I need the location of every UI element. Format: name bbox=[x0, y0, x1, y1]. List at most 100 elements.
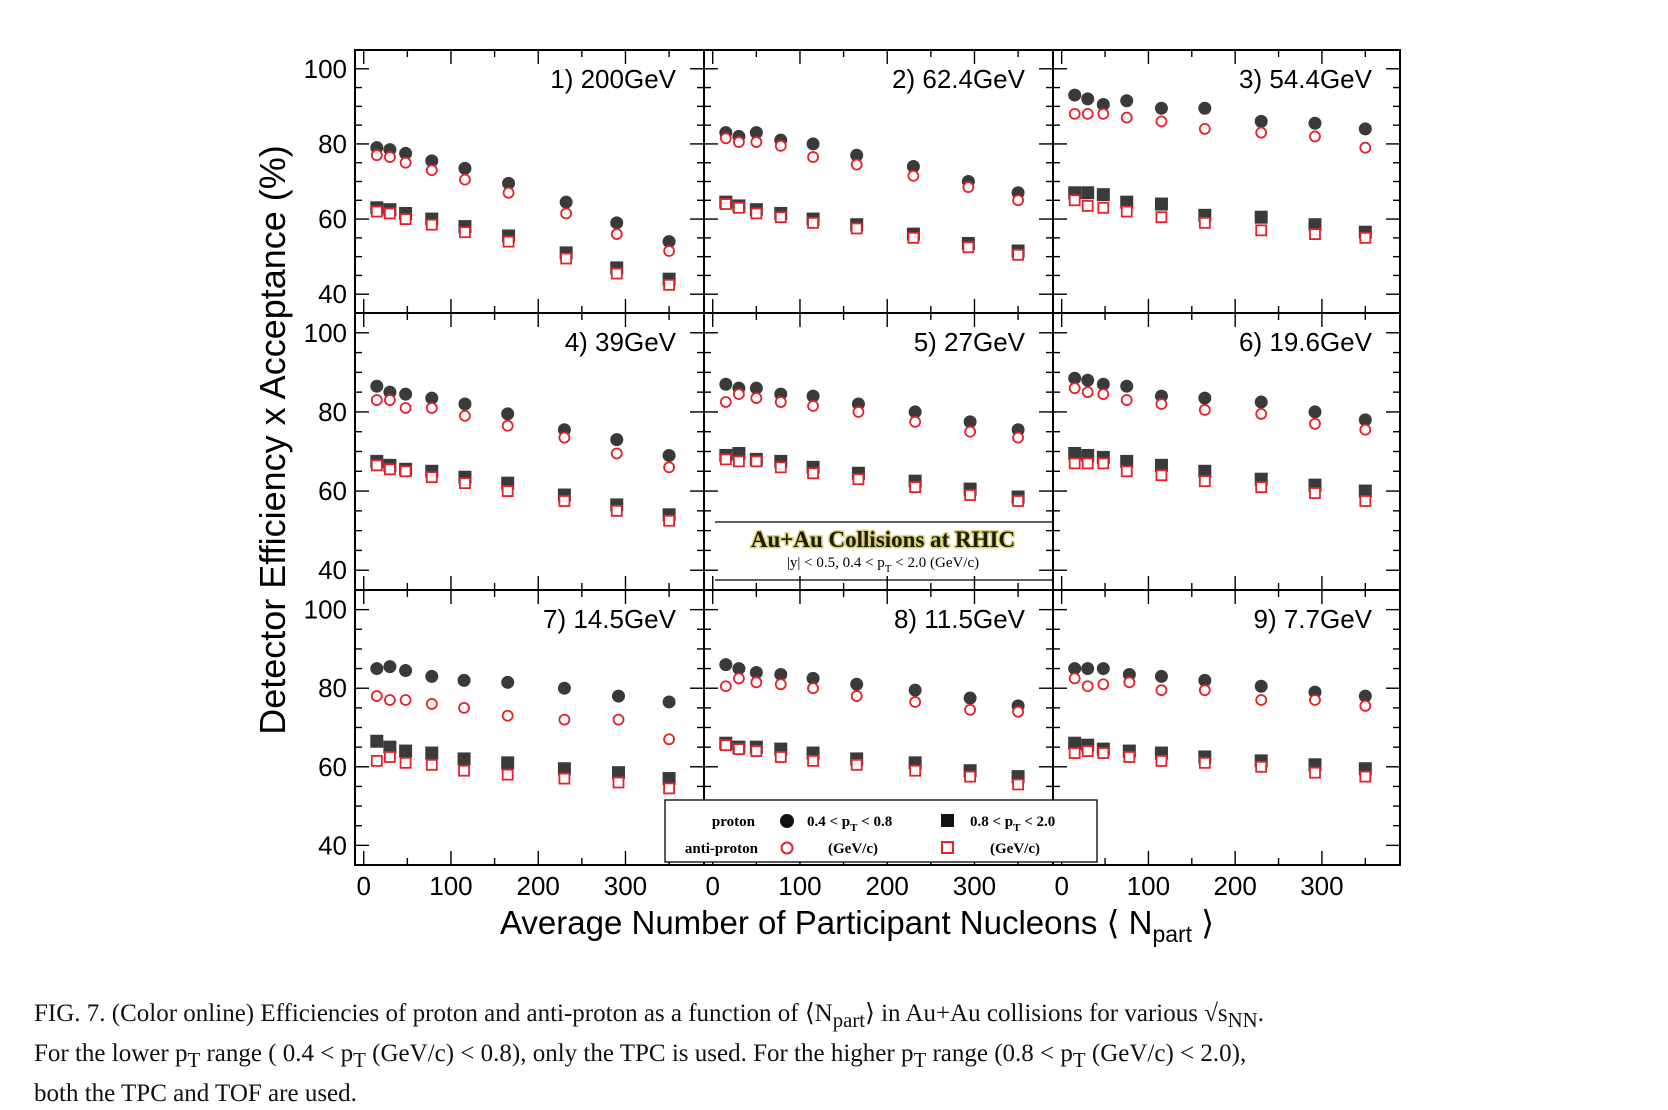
marker-antiproton-high bbox=[383, 751, 396, 763]
marker-antiproton-high bbox=[1309, 487, 1321, 499]
x-tick-label: 200 bbox=[866, 871, 909, 901]
panel-1: 40 60 80 100 1) 200GeV bbox=[304, 49, 705, 314]
marker-antiproton-low bbox=[383, 694, 396, 706]
marker-proton-low bbox=[1120, 94, 1134, 108]
marker-antiproton-high bbox=[733, 743, 745, 756]
y-tick-label: 60 bbox=[318, 476, 347, 506]
marker-antiproton-low bbox=[558, 431, 571, 444]
marker-proton-low bbox=[908, 405, 922, 419]
marker-proton-low bbox=[1068, 88, 1082, 102]
marker-antiproton-low bbox=[719, 680, 732, 693]
marker-antiproton-high bbox=[774, 751, 787, 763]
marker-antiproton-high bbox=[1097, 747, 1110, 759]
legend-label-proton: proton bbox=[712, 814, 756, 830]
marker-antiproton-high bbox=[425, 758, 438, 771]
y-axis-title: Detector Efficiency x Acceptance (%) bbox=[252, 145, 293, 735]
banner-title: Au+Au Collisions at RHIC bbox=[751, 527, 1015, 552]
marker-antiproton-high bbox=[1198, 216, 1211, 229]
marker-antiproton-low bbox=[1309, 694, 1321, 706]
marker-antiproton-low bbox=[663, 733, 675, 746]
marker-antiproton-low bbox=[962, 181, 975, 194]
marker-antiproton-high bbox=[1359, 770, 1372, 783]
marker-antiproton-high bbox=[610, 267, 623, 280]
marker-proton-low bbox=[774, 667, 788, 681]
marker-antiproton-high bbox=[501, 485, 514, 497]
marker-proton-low bbox=[908, 683, 922, 697]
panel-label: 7) 14.5GeV bbox=[543, 604, 677, 634]
marker-antiproton-low bbox=[750, 136, 763, 148]
marker-proton-low bbox=[425, 391, 439, 405]
marker-antiproton-high bbox=[459, 477, 471, 490]
marker-proton-high bbox=[1154, 197, 1168, 211]
marker-antiproton-low bbox=[1068, 107, 1081, 120]
marker-antiproton-high bbox=[1255, 224, 1268, 237]
marker-proton-low bbox=[399, 146, 413, 160]
marker-antiproton-high bbox=[1120, 465, 1133, 478]
legend-marker-antiproton-low bbox=[780, 841, 794, 855]
marker-antiproton-low bbox=[610, 447, 623, 460]
marker-antiproton-high bbox=[1081, 457, 1094, 470]
marker-antiproton-high bbox=[1309, 766, 1321, 779]
marker-antiproton-low bbox=[852, 406, 865, 418]
marker-proton-low bbox=[662, 235, 676, 249]
marker-proton-low bbox=[749, 381, 763, 395]
marker-proton-low bbox=[749, 126, 763, 140]
marker-proton-low bbox=[1358, 689, 1372, 703]
marker-antiproton-low bbox=[399, 402, 412, 414]
marker-antiproton-low bbox=[719, 396, 732, 408]
marker-antiproton-high bbox=[610, 504, 623, 517]
y-tick-label: 80 bbox=[318, 129, 347, 159]
marker-antiproton-low bbox=[1198, 684, 1211, 697]
marker-proton-low bbox=[370, 662, 384, 676]
marker-antiproton-low bbox=[733, 388, 745, 401]
marker-antiproton-high bbox=[774, 211, 787, 224]
marker-antiproton-low bbox=[807, 400, 819, 412]
y-tick-label: 80 bbox=[318, 397, 347, 427]
marker-antiproton-low bbox=[1309, 417, 1321, 430]
marker-proton-low bbox=[399, 664, 413, 678]
marker-antiproton-high bbox=[425, 218, 438, 231]
marker-antiproton-high bbox=[458, 764, 470, 777]
marker-antiproton-low bbox=[501, 709, 514, 722]
marker-antiproton-high bbox=[907, 231, 920, 244]
marker-proton-high bbox=[425, 746, 439, 760]
y-tick-label: 40 bbox=[318, 555, 347, 585]
marker-proton-high bbox=[557, 762, 571, 776]
marker-antiproton-high bbox=[370, 754, 383, 767]
marker-antiproton-high bbox=[719, 198, 732, 210]
marker-proton-low bbox=[1096, 97, 1110, 111]
panel-label: 1) 200GeV bbox=[550, 64, 676, 94]
marker-antiproton-high bbox=[558, 772, 571, 785]
marker-antiproton-low bbox=[425, 164, 438, 177]
marker-antiproton-low bbox=[1012, 194, 1024, 207]
marker-proton-low bbox=[610, 216, 624, 230]
marker-antiproton-high bbox=[1012, 778, 1024, 791]
y-tick-label: 40 bbox=[318, 830, 347, 860]
marker-antiproton-high bbox=[807, 216, 819, 229]
marker-antiproton-high bbox=[370, 459, 383, 472]
y-tick-label: 60 bbox=[318, 204, 347, 234]
marker-antiproton-low bbox=[459, 173, 471, 186]
marker-proton-low bbox=[662, 448, 676, 462]
marker-proton-high bbox=[1068, 446, 1082, 460]
marker-antiproton-high bbox=[1081, 745, 1094, 757]
marker-antiproton-low bbox=[560, 207, 573, 220]
panel-label: 8) 11.5GeV bbox=[894, 604, 1026, 634]
panel-label: 6) 19.6GeV bbox=[1239, 327, 1373, 357]
marker-antiproton-high bbox=[370, 205, 383, 218]
marker-antiproton-high bbox=[1081, 200, 1094, 212]
marker-antiproton-high bbox=[807, 754, 819, 767]
x-tick-label: 0 bbox=[705, 871, 719, 901]
marker-proton-high bbox=[1081, 186, 1095, 200]
marker-proton-low bbox=[906, 159, 920, 173]
marker-proton-low bbox=[1254, 395, 1268, 409]
marker-proton-low bbox=[1081, 92, 1095, 106]
marker-antiproton-low bbox=[774, 678, 787, 691]
marker-antiproton-low bbox=[370, 690, 383, 702]
marker-proton-low bbox=[610, 433, 624, 447]
marker-proton-low bbox=[501, 407, 515, 421]
marker-antiproton-high bbox=[399, 465, 412, 478]
y-tick-label: 60 bbox=[318, 752, 347, 782]
marker-antiproton-low bbox=[1359, 423, 1372, 436]
legend-marker-antiproton-high bbox=[941, 841, 954, 854]
